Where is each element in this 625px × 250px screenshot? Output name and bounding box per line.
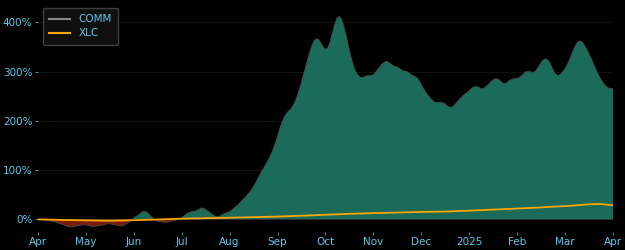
Legend: COMM, XLC: COMM, XLC — [43, 8, 118, 45]
